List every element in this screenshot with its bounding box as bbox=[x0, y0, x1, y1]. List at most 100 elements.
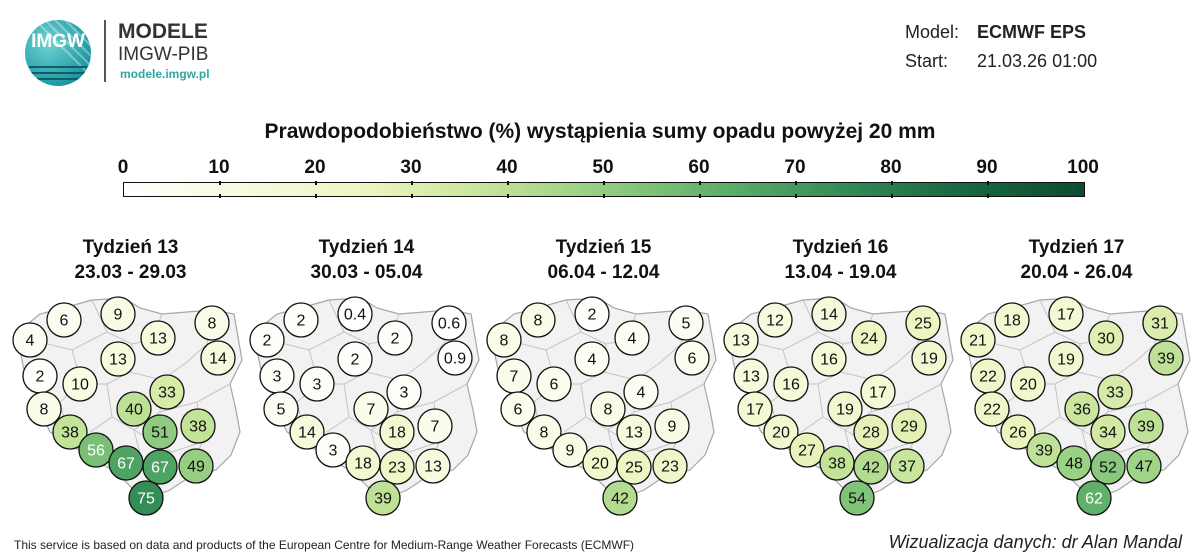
value-label: 26 bbox=[1009, 425, 1027, 442]
region-value-marker: 16 bbox=[773, 366, 809, 402]
value-circle bbox=[526, 414, 562, 450]
region-value-marker: 67 bbox=[108, 445, 144, 481]
value-circle bbox=[851, 320, 887, 356]
value-label: 14 bbox=[209, 351, 227, 368]
region-value-marker: 14 bbox=[200, 340, 236, 376]
value-label: 31 bbox=[1151, 316, 1169, 333]
brand-url-link[interactable]: modele.imgw.pl bbox=[120, 67, 210, 81]
value-label: 7 bbox=[367, 402, 376, 419]
value-label: 49 bbox=[187, 459, 205, 476]
region-value-marker: 17 bbox=[1048, 296, 1084, 332]
value-label: 21 bbox=[969, 333, 987, 350]
value-circle bbox=[337, 341, 373, 377]
value-label: 62 bbox=[1085, 491, 1103, 508]
region-value-marker: 8 bbox=[526, 414, 562, 450]
value-label: 38 bbox=[189, 419, 207, 436]
region-value-marker: 39 bbox=[365, 480, 401, 516]
value-label: 39 bbox=[1035, 443, 1053, 460]
region-value-marker: 36 bbox=[1064, 391, 1100, 427]
value-label: 7 bbox=[510, 369, 519, 386]
colorbar-tick bbox=[699, 181, 701, 198]
region-value-marker: 51 bbox=[142, 414, 178, 450]
week-heading: Tydzień 14 30.03 - 05.04 bbox=[248, 235, 485, 285]
colorbar-tick-label: 0 bbox=[117, 157, 129, 178]
value-circle bbox=[12, 322, 48, 358]
value-label: 5 bbox=[682, 316, 691, 333]
value-circle bbox=[737, 391, 773, 427]
region-value-marker: 13 bbox=[140, 320, 176, 356]
value-label: 39 bbox=[374, 491, 392, 508]
imgw-logo[interactable]: IMGW bbox=[25, 20, 91, 86]
region-value-marker: 37 bbox=[889, 448, 925, 484]
value-circle bbox=[149, 374, 185, 410]
region-value-marker: 22 bbox=[970, 358, 1006, 394]
region-value-marker: 19 bbox=[911, 340, 947, 376]
week-dates: 20.04 - 26.04 bbox=[1020, 262, 1133, 283]
week-label: Tydzień 16 bbox=[792, 237, 889, 258]
region-value-marker: 7 bbox=[417, 408, 453, 444]
region-value-marker: 10 bbox=[62, 366, 98, 402]
start-value: 21.03.26 01:00 bbox=[977, 51, 1098, 71]
value-label: 27 bbox=[798, 443, 816, 460]
value-label: 42 bbox=[611, 491, 629, 508]
value-circle bbox=[46, 302, 82, 338]
value-circle bbox=[668, 305, 704, 341]
value-circle bbox=[283, 302, 319, 338]
value-label: 13 bbox=[149, 331, 167, 348]
value-circle bbox=[431, 305, 467, 341]
region-value-marker: 17 bbox=[737, 391, 773, 427]
value-label: 13 bbox=[625, 425, 643, 442]
logo-stripes-graphic bbox=[29, 20, 91, 80]
model-label: Model: bbox=[905, 22, 960, 42]
colorbar-tick-label: 80 bbox=[880, 157, 902, 178]
value-label: 19 bbox=[1057, 352, 1075, 369]
value-circle bbox=[891, 408, 927, 444]
value-circle bbox=[614, 320, 650, 356]
colorbar-tick-label: 100 bbox=[1067, 157, 1099, 178]
week-dates: 30.03 - 05.04 bbox=[310, 262, 423, 283]
region-value-marker: 24 bbox=[851, 320, 887, 356]
region-value-marker: 2 bbox=[249, 322, 285, 358]
value-circle bbox=[602, 480, 638, 516]
value-circle bbox=[911, 340, 947, 376]
value-label: 8 bbox=[40, 402, 49, 419]
value-label: 0.4 bbox=[344, 307, 366, 324]
value-circle bbox=[1048, 296, 1084, 332]
region-value-marker: 3 bbox=[259, 358, 295, 394]
value-circle bbox=[142, 414, 178, 450]
value-label: 30 bbox=[1097, 331, 1115, 348]
value-label: 38 bbox=[61, 425, 79, 442]
ecmwf-notice: This service is based on data and produc… bbox=[14, 538, 635, 552]
region-value-marker: 29 bbox=[891, 408, 927, 444]
region-value-marker: 9 bbox=[654, 408, 690, 444]
value-label: 6 bbox=[688, 351, 697, 368]
value-label: 2 bbox=[391, 331, 400, 348]
week-dates: 23.03 - 29.03 bbox=[74, 262, 187, 283]
region-value-marker: 2 bbox=[377, 320, 413, 356]
region-value-marker: 18 bbox=[379, 414, 415, 450]
brand-org: IMGW-PIB bbox=[118, 44, 209, 65]
brand-name: MODELE bbox=[118, 20, 208, 43]
region-value-marker: 0.6 bbox=[431, 305, 467, 341]
region-value-marker: 25 bbox=[616, 449, 652, 485]
region-value-marker: 6 bbox=[536, 366, 572, 402]
value-label: 18 bbox=[1003, 313, 1021, 330]
value-label: 18 bbox=[354, 456, 372, 473]
value-label: 13 bbox=[732, 333, 750, 350]
value-circle bbox=[299, 366, 335, 402]
value-circle bbox=[757, 302, 793, 338]
value-circle bbox=[853, 414, 889, 450]
value-label: 39 bbox=[1157, 351, 1175, 368]
value-circle bbox=[590, 391, 626, 427]
value-circle bbox=[1026, 432, 1062, 468]
value-label: 18 bbox=[388, 425, 406, 442]
value-circle bbox=[1128, 408, 1164, 444]
region-value-marker: 9 bbox=[100, 296, 136, 332]
week-dates: 13.04 - 19.04 bbox=[784, 262, 897, 283]
region-value-marker: 39 bbox=[1026, 432, 1062, 468]
region-value-marker: 18 bbox=[994, 302, 1030, 338]
value-circle bbox=[889, 448, 925, 484]
value-label: 17 bbox=[1057, 307, 1075, 324]
value-circle bbox=[574, 296, 610, 332]
